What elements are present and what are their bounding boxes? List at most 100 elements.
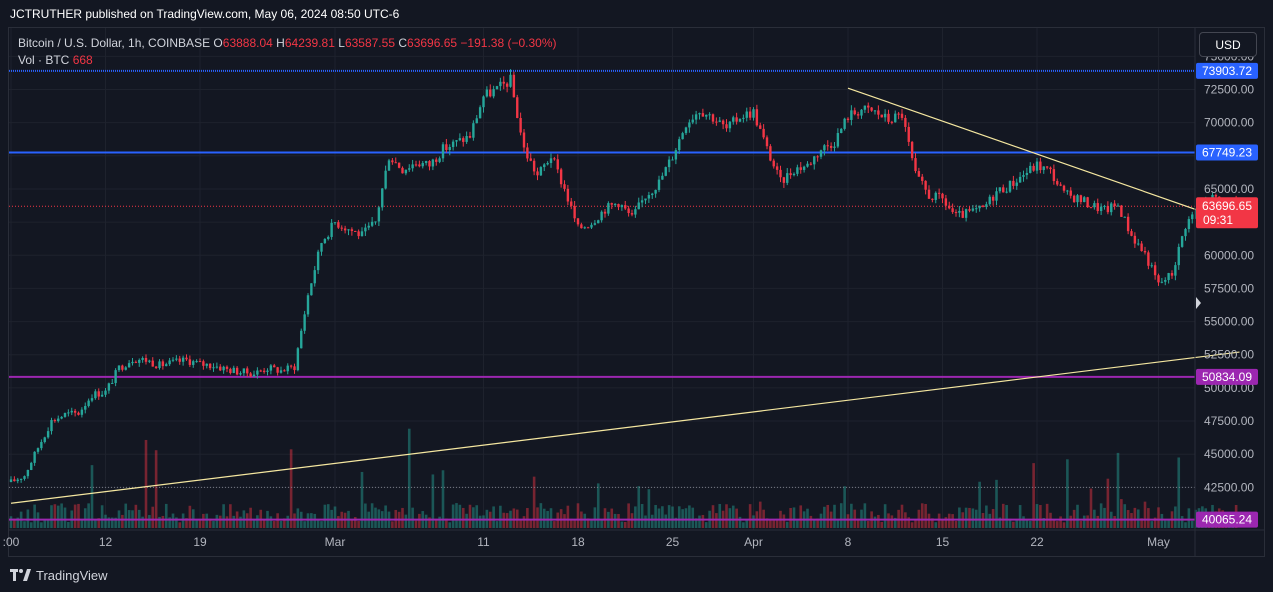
- volume-bar: [1086, 515, 1089, 528]
- level-tag: [1196, 144, 1258, 161]
- price-axis: 42500.0045000.0047500.0050000.0052500.00…: [1194, 28, 1254, 556]
- candle-body: [964, 209, 968, 218]
- legend-low-key: L: [338, 36, 345, 50]
- volume-bar: [448, 522, 452, 528]
- volume-bar: [286, 515, 290, 528]
- volume-bar: [731, 505, 735, 528]
- footer-brand: TradingView: [10, 566, 108, 584]
- volume-bar: [613, 513, 617, 528]
- candle-body: [202, 361, 205, 366]
- currency-button[interactable]: USD: [1199, 32, 1257, 57]
- candle-body: [205, 363, 208, 366]
- candle-body: [539, 167, 543, 176]
- volume-bar: [924, 504, 927, 528]
- candle-body: [256, 370, 259, 375]
- candle-body: [981, 205, 985, 207]
- candle-body: [1113, 203, 1116, 207]
- legend-ohlc-row: Bitcoin / U.S. Dollar, 1h, COINBASE O638…: [18, 35, 557, 52]
- candle-body: [1096, 203, 1099, 212]
- candle-body: [77, 412, 80, 415]
- x-tick-label: 12: [99, 535, 113, 549]
- volume-bar: [654, 505, 657, 528]
- footer-brand-text: TradingView: [36, 567, 108, 583]
- candle-body: [593, 223, 597, 225]
- candle-body: [306, 295, 310, 315]
- volume-bar: [370, 503, 374, 528]
- candle-body: [1123, 216, 1126, 218]
- candle-body: [107, 383, 111, 391]
- volume-bar: [468, 504, 472, 528]
- candle-body: [279, 370, 283, 373]
- candle-body: [1002, 187, 1005, 193]
- candle-body: [644, 198, 647, 201]
- volume-bar: [1079, 520, 1083, 528]
- candle-body: [671, 159, 674, 161]
- volume-bar: [914, 519, 917, 528]
- volume-bar: [67, 521, 70, 528]
- volume-bar: [796, 520, 799, 528]
- volume-bar: [711, 505, 715, 528]
- volume-bar: [701, 514, 705, 528]
- x-tick-label: 25: [666, 535, 680, 549]
- volume-bar: [56, 505, 60, 528]
- volume-bar: [1055, 521, 1059, 528]
- legend-open: 63888.04: [222, 36, 273, 50]
- candle-body: [701, 113, 705, 117]
- candle-body: [1153, 265, 1157, 276]
- volume-bar: [907, 517, 911, 528]
- candle-body: [772, 160, 775, 167]
- candle-body: [1110, 203, 1113, 213]
- candle-body: [894, 113, 897, 123]
- candle-body: [890, 121, 894, 123]
- candle-body: [1191, 214, 1194, 220]
- candle-body: [36, 448, 40, 452]
- candle-body: [789, 173, 792, 176]
- candle-body: [799, 167, 802, 170]
- candle-body: [931, 198, 934, 200]
- volume-bar: [1099, 503, 1103, 528]
- candle-body: [597, 220, 600, 224]
- volume-bar: [303, 521, 306, 528]
- candle-body: [880, 114, 883, 118]
- volume-bar: [83, 508, 87, 528]
- candle-body: [519, 117, 522, 133]
- candle-body: [289, 365, 293, 367]
- candle-body: [124, 367, 127, 370]
- chart-frame[interactable]: [8, 27, 1265, 557]
- grid-lines: [9, 28, 1195, 530]
- candle-body: [310, 283, 313, 296]
- candle-body: [33, 451, 36, 463]
- volume-bar: [590, 519, 593, 528]
- candle-body: [1056, 181, 1059, 185]
- candle-body: [144, 357, 148, 362]
- candle-body: [276, 367, 279, 373]
- volume-bar: [971, 508, 975, 528]
- volume-bar: [640, 504, 644, 528]
- candle-body: [458, 138, 462, 141]
- candle-body: [856, 114, 860, 116]
- axis-marker-icon: [1196, 297, 1201, 309]
- candle-body: [1214, 194, 1218, 197]
- volume-bar: [748, 504, 752, 528]
- volume-bar: [954, 520, 958, 528]
- candle-body: [357, 231, 360, 237]
- candle-body: [117, 365, 121, 371]
- x-tick-label: May: [1147, 535, 1170, 549]
- volume-bar: [809, 515, 813, 528]
- candle-body: [610, 203, 613, 205]
- volume-bar: [1163, 520, 1167, 528]
- candle-body: [57, 418, 60, 422]
- volume-bar: [46, 519, 50, 528]
- candle-body: [296, 348, 300, 371]
- volume-bar: [782, 514, 786, 528]
- volume-bar: [171, 513, 175, 528]
- x-tick-label: 11: [477, 535, 490, 549]
- candle-body: [60, 416, 63, 419]
- volume-bar: [887, 513, 890, 528]
- candle-body: [745, 111, 748, 118]
- volume-bar: [968, 507, 971, 528]
- candle-body: [1137, 243, 1140, 245]
- legend-high-key: H: [276, 36, 285, 50]
- volume-bar: [647, 489, 651, 528]
